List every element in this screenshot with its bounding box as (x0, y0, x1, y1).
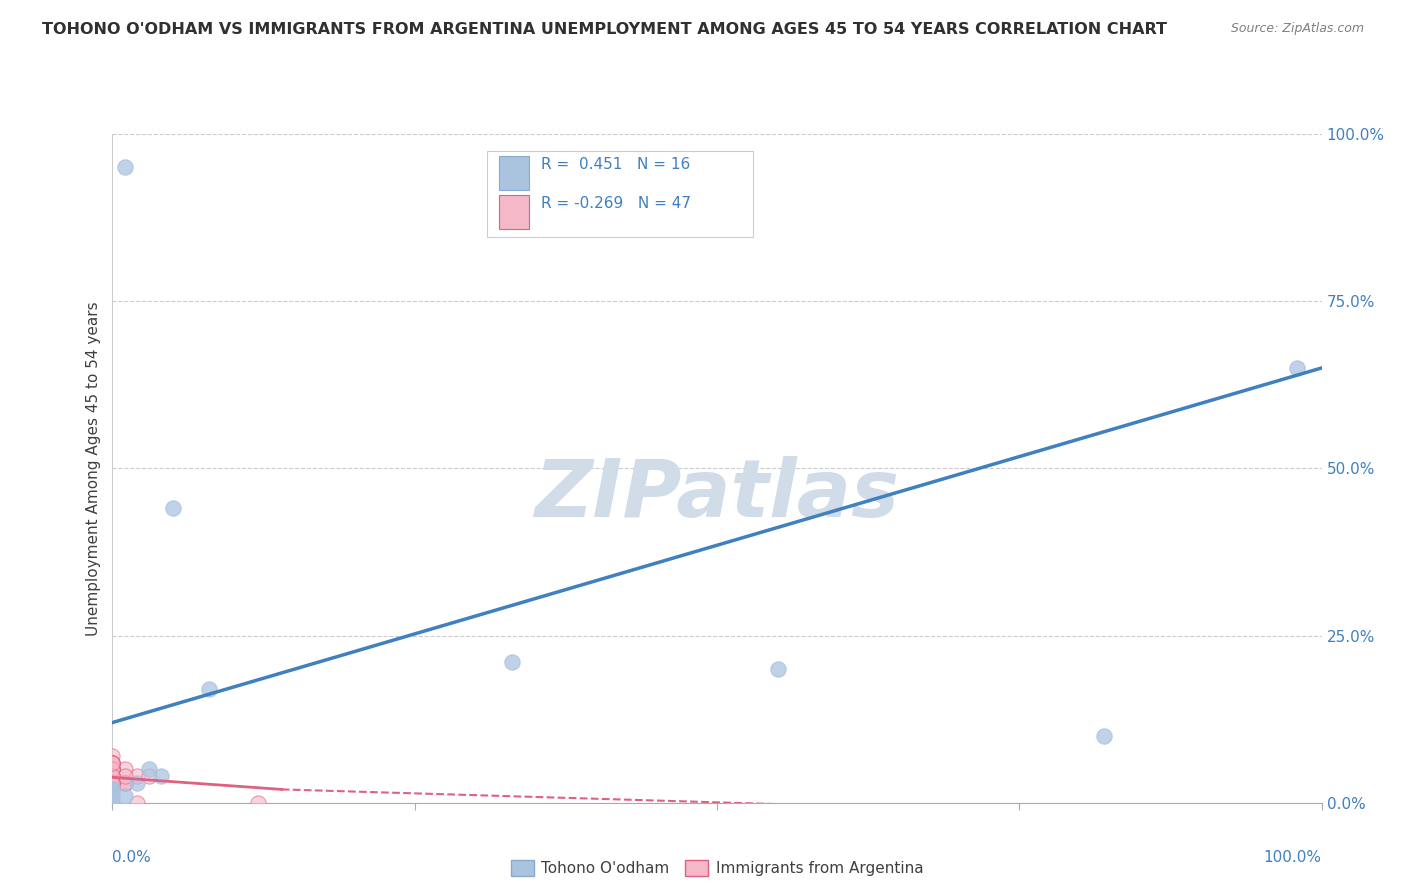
Point (101, 769, 124, 783)
Point (138, 769, 160, 783)
Point (101, 782, 124, 797)
Point (101, 782, 124, 797)
Point (101, 769, 124, 783)
Point (246, 796, 269, 810)
Point (101, 762, 124, 776)
Text: TOHONO O'ODHAM VS IMMIGRANTS FROM ARGENTINA UNEMPLOYMENT AMONG AGES 45 TO 54 YEA: TOHONO O'ODHAM VS IMMIGRANTS FROM ARGENT… (42, 22, 1167, 37)
Point (101, 756, 124, 770)
Text: ZIPatlas: ZIPatlas (534, 456, 900, 534)
Point (101, 769, 124, 783)
Point (101, 756, 124, 770)
Point (149, 769, 172, 783)
Point (101, 782, 124, 797)
Text: 100.0%: 100.0% (1264, 849, 1322, 864)
Point (101, 782, 124, 797)
Point (101, 782, 124, 797)
Point (101, 762, 124, 776)
Text: 0.0%: 0.0% (112, 849, 152, 864)
Point (101, 756, 124, 770)
Point (101, 782, 124, 797)
Point (101, 762, 124, 776)
Point (125, 769, 148, 783)
Point (101, 762, 124, 776)
Point (101, 762, 124, 776)
Point (1286, 361, 1309, 376)
Point (101, 775, 124, 790)
Text: R = -0.269   N = 47: R = -0.269 N = 47 (541, 196, 690, 211)
Point (114, 775, 136, 790)
Point (101, 782, 124, 797)
Point (101, 769, 124, 783)
Point (125, 775, 148, 790)
Point (101, 756, 124, 770)
Point (101, 756, 124, 770)
Point (101, 775, 124, 790)
Point (101, 796, 124, 810)
Text: Source: ZipAtlas.com: Source: ZipAtlas.com (1230, 22, 1364, 36)
Point (101, 756, 124, 770)
Point (101, 782, 124, 797)
Point (101, 775, 124, 790)
Point (101, 789, 124, 803)
Y-axis label: Unemployment Among Ages 45 to 54 years: Unemployment Among Ages 45 to 54 years (86, 301, 101, 636)
Point (101, 782, 124, 797)
Point (101, 749, 124, 764)
Point (501, 655, 523, 669)
Point (101, 762, 124, 776)
Point (101, 769, 124, 783)
Text: R =  0.451   N = 16: R = 0.451 N = 16 (541, 157, 690, 172)
Point (101, 762, 124, 776)
Point (114, 769, 136, 783)
Point (125, 796, 148, 810)
Point (162, 501, 184, 516)
Point (138, 762, 160, 776)
Point (101, 796, 124, 810)
Point (114, 789, 136, 803)
Point (1092, 729, 1115, 743)
Point (101, 775, 124, 790)
Point (101, 769, 124, 783)
Point (101, 782, 124, 797)
Point (766, 662, 789, 676)
Point (198, 681, 221, 696)
Point (114, 775, 136, 790)
Legend: Tohono O'odham, Immigrants from Argentina: Tohono O'odham, Immigrants from Argentin… (505, 854, 929, 882)
Point (114, 161, 136, 175)
Point (101, 782, 124, 797)
Point (101, 782, 124, 797)
Point (114, 775, 136, 790)
Point (101, 775, 124, 790)
Point (101, 796, 124, 810)
Point (101, 775, 124, 790)
Point (114, 762, 136, 776)
Point (101, 775, 124, 790)
